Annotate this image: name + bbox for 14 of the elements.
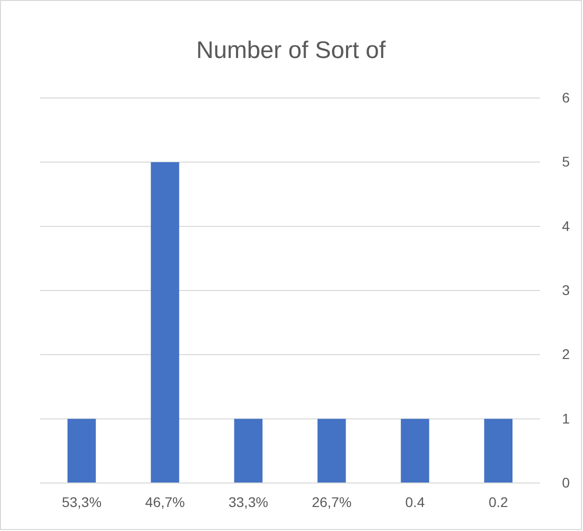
y-tick-label: 5 [562,154,570,170]
y-tick-label: 3 [562,282,570,298]
x-tick-label: 26,7% [312,494,352,510]
x-tick-label: 0.2 [488,494,508,510]
y-tick-label: 2 [562,346,570,362]
chart-title: Number of Sort of [196,37,386,64]
x-tick-label: 0.4 [405,494,425,510]
y-tick-label: 1 [562,410,570,426]
y-tick-label: 4 [562,218,570,234]
y-tick-label: 6 [562,89,570,106]
x-tick-label: 33,3% [228,494,268,510]
y-tick-label: 0 [562,474,570,490]
x-tick-label: 53,3% [62,494,102,510]
x-tick-label: 46,7% [145,494,185,510]
